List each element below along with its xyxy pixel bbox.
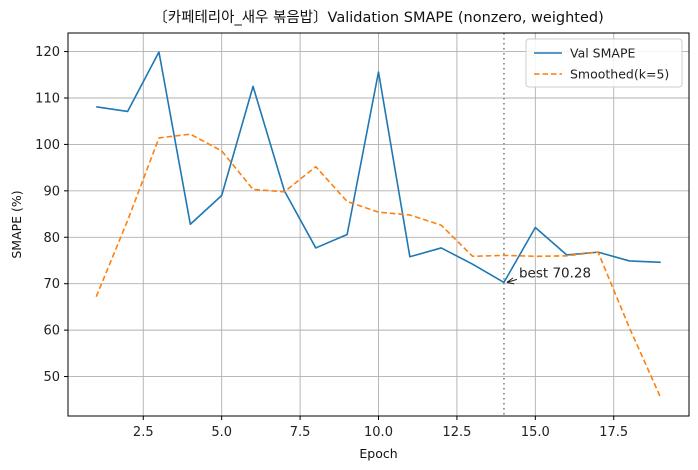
y-tick-label: 120 <box>35 45 60 60</box>
y-axis-ticks: 50 60 70 80 90 100 110 120 <box>35 45 68 385</box>
x-tick-label: 15.0 <box>521 425 550 440</box>
legend-label-val-smape: Val SMAPE <box>570 46 635 61</box>
best-annotation: best 70.28 <box>506 265 591 285</box>
x-axis-label: Epoch <box>359 446 397 461</box>
legend-box <box>525 38 683 88</box>
x-tick-label: 12.5 <box>442 425 471 440</box>
y-tick-label: 60 <box>43 324 60 339</box>
grid-lines <box>68 33 689 416</box>
x-tick-label: 17.5 <box>599 425 628 440</box>
x-tick-label: 5.0 <box>211 425 232 440</box>
y-tick-label: 110 <box>35 91 60 106</box>
legend-label-smoothed: Smoothed(k=5) <box>570 67 669 82</box>
x-tick-label: 7.5 <box>290 425 311 440</box>
best-annotation-label: best 70.28 <box>519 265 591 281</box>
x-axis-ticks: 2.5 5.0 7.5 10.0 12.5 15.0 17.5 <box>133 416 628 440</box>
series-group <box>95 51 662 399</box>
x-tick-label: 10.0 <box>364 425 393 440</box>
y-tick-label: 80 <box>43 231 60 246</box>
annotation-arrow-shaft <box>506 278 518 283</box>
y-tick-label: 90 <box>43 184 60 199</box>
chart-title: 〔카페테리아_새우 볶음밥〕Validation SMAPE (nonzero,… <box>153 9 603 26</box>
annotation-arrow-head <box>506 277 515 285</box>
legend: Val SMAPE Smoothed(k=5) <box>525 38 683 88</box>
y-tick-label: 50 <box>43 370 60 385</box>
y-tick-label: 100 <box>35 138 60 153</box>
y-axis-label: SMAPE (%) <box>9 190 24 258</box>
y-tick-label: 70 <box>43 277 60 292</box>
x-tick-label: 2.5 <box>133 425 154 440</box>
